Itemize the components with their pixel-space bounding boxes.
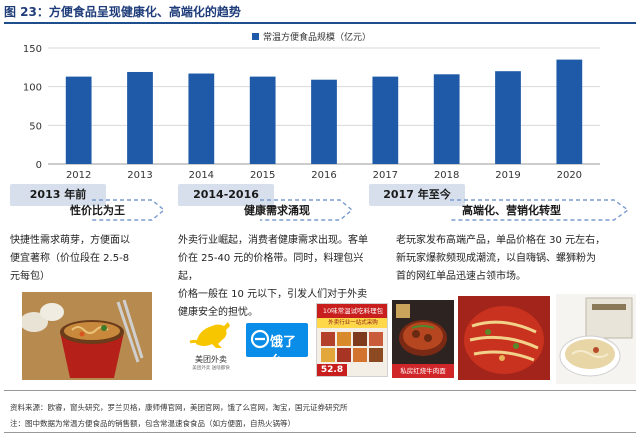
y-tick-label: 150: [23, 44, 42, 55]
bar-2019: [495, 71, 521, 164]
bar-2016: [311, 79, 337, 164]
bar-2013: [127, 71, 153, 164]
x-tick-label: 2013: [127, 170, 152, 181]
theme-2: 健康需求涌现: [244, 204, 310, 217]
bar-2012: [65, 76, 92, 164]
arrow-3: [450, 199, 630, 221]
ad-headline: 10味常温试吃料理包: [317, 304, 387, 318]
x-tick-label: 2014: [189, 170, 214, 181]
bar-2015: [249, 76, 276, 164]
x-tick-label: 2016: [311, 170, 336, 181]
x-tick-label: 2019: [495, 170, 520, 181]
period-box-2: 2014-2016: [178, 184, 274, 206]
meituan-logo: 美团外卖 美团外卖 送啥都快: [182, 318, 240, 376]
meituan-label: 美团外卖: [195, 355, 227, 364]
period-box-3: 2017 年至今: [369, 184, 465, 206]
theme-1: 性价比为王: [70, 204, 125, 217]
eleme-icon: [250, 329, 270, 349]
x-tick-label: 2018: [434, 170, 459, 181]
legend-label: 常温方便食品规模（亿元）: [263, 31, 371, 43]
figure-title: 图 23：方便食品呈现健康化、高端化的趋势: [4, 5, 241, 19]
x-tick-label: 2020: [557, 170, 582, 181]
spicy-food-photo: [458, 296, 550, 380]
data-note: 注：图中数据为常温方便食品的销售额，包含常温速食食品（如方便面，自热火锅等）: [10, 419, 295, 428]
premium-soup-photo: [556, 294, 636, 384]
y-tick-label: 50: [29, 121, 42, 132]
bar-chart: 0 50 100 150 常温方便食品规模（亿元） 2012 2013 2014 2015 201…: [23, 31, 600, 181]
bar-2014: [188, 73, 215, 164]
kangaroo-icon: [189, 322, 230, 348]
noodle-cup-photo: [22, 292, 152, 380]
eleme-label: 饿了么: [270, 335, 297, 357]
theme-3: 高端化、营销化转型: [462, 204, 561, 217]
bar-2020: [556, 59, 583, 164]
noodle-box-label: 私房红烧牛肉面: [392, 364, 454, 378]
eleme-logo: 饿了么: [246, 323, 308, 357]
title-divider: [4, 22, 636, 24]
x-tick-label: 2017: [373, 170, 398, 181]
bar-2017: [372, 76, 399, 164]
source-note: 资料来源：欧睿，窗头研究，罗兰贝格，康师傅官网，美团官网，饿了么官网，淘宝，国元…: [10, 403, 348, 412]
description-2: 外卖行业崛起，消费者健康需求出现。客单 价在 25-40 元的价格带。同时，料理…: [178, 235, 368, 318]
bar-2018: [433, 74, 460, 164]
ad-price: 52.8: [317, 364, 347, 376]
legend-swatch: [252, 33, 259, 40]
x-tick-label: 2012: [66, 170, 91, 181]
noodle-box-photo: 私房红烧牛肉面: [392, 300, 454, 378]
description-1: 快捷性需求萌芽，方便面以 便宜著称（价位段在 2.5-8 元每包）: [10, 235, 130, 282]
y-tick-label: 100: [23, 83, 42, 94]
footer-divider: [4, 390, 636, 391]
description-3: 老玩家发布高端产品，单品价格在 30 元左右， 新玩家爆款频现成潮流，以自嗨锅、…: [396, 235, 606, 282]
meituan-sub: 美团外卖 送啥都快: [192, 366, 230, 371]
cooking-pack-ad: 10味常温试吃料理包 外卖行业一站式采购 52.8: [316, 303, 388, 377]
footer-bottom-divider: [4, 432, 636, 433]
y-tick-label: 0: [36, 160, 42, 171]
ad-subline: 外卖行业一站式采购: [317, 318, 387, 328]
x-tick-label: 2015: [250, 170, 275, 181]
period-box-1: 2013 年前: [10, 184, 106, 206]
